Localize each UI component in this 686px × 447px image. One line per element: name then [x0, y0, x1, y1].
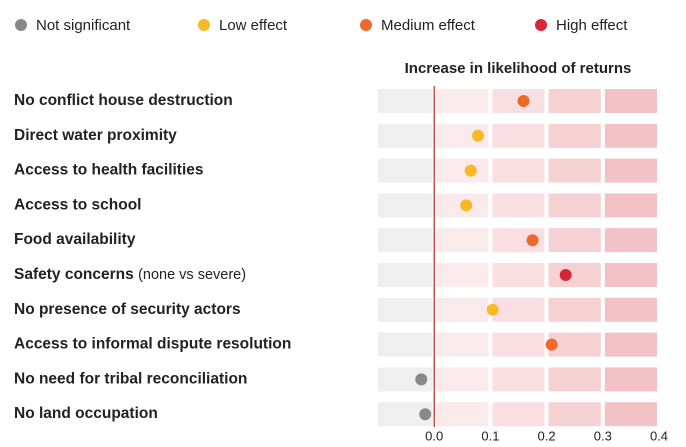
legend-swatch — [535, 19, 547, 31]
category-label: No need for tribal reconciliation — [14, 370, 247, 387]
band-cell — [604, 367, 657, 392]
band-cell — [378, 89, 433, 113]
category-name: Access to school — [14, 196, 142, 213]
band-cell — [378, 158, 433, 183]
legend-label: Medium effect — [381, 17, 476, 34]
dot — [559, 269, 572, 281]
band-cell — [548, 263, 601, 287]
band-cell — [378, 193, 433, 218]
dot — [419, 408, 432, 421]
band-cell — [436, 332, 489, 357]
axis-title: Increase in likelihood of returns — [405, 60, 632, 77]
category-label: Access to health facilities — [14, 162, 204, 179]
category-name: No presence of security actors — [14, 301, 241, 318]
band-cell — [378, 332, 433, 357]
band-cell — [604, 89, 657, 113]
category-label: Direct water proximity — [14, 127, 177, 144]
category-name: No need for tribal reconciliation — [14, 370, 247, 387]
dot — [526, 234, 539, 247]
band-cell — [548, 367, 601, 392]
band-cell — [548, 89, 601, 113]
band-cell — [436, 228, 489, 253]
band-cell — [604, 123, 657, 148]
band-cell — [492, 332, 545, 357]
category-label: Access to informal dispute resolution — [14, 336, 291, 353]
band-cell — [492, 367, 545, 392]
category-label: Access to school — [14, 196, 142, 213]
band-cell — [548, 193, 601, 218]
band-cell — [548, 402, 601, 427]
dot — [460, 199, 473, 212]
category-name: Access to health facilities — [14, 162, 204, 179]
band-cell — [492, 297, 545, 322]
dot — [472, 129, 485, 142]
band-cell — [548, 297, 601, 322]
band-cell — [436, 402, 489, 427]
category-name: Safety concerns — [14, 266, 134, 283]
band-cell — [436, 297, 489, 322]
band-cell — [378, 297, 433, 322]
dot — [545, 338, 558, 351]
band-cell — [604, 402, 657, 427]
band-cell — [548, 123, 601, 148]
dot — [517, 95, 530, 107]
band-cell — [604, 297, 657, 322]
legend-label: Not significant — [36, 17, 131, 34]
band-cell — [378, 263, 433, 287]
band-cell — [492, 158, 545, 183]
category-name: Direct water proximity — [14, 127, 177, 144]
band-cell — [604, 193, 657, 218]
x-tick-label: 0.3 — [594, 428, 612, 443]
band-cell — [378, 228, 433, 253]
category-label: Food availability — [14, 231, 136, 248]
x-tick-label: 0.4 — [650, 428, 668, 443]
category-label: Safety concerns (none vs severe) — [14, 266, 246, 283]
band-cell — [378, 123, 433, 148]
legend-label: Low effect — [219, 17, 288, 34]
legend-swatch — [15, 19, 27, 31]
band-cell — [604, 263, 657, 287]
band-cell — [436, 367, 489, 392]
band-cell — [436, 263, 489, 287]
band-cell — [492, 263, 545, 287]
band-cell — [548, 158, 601, 183]
band-cell — [436, 89, 489, 113]
band-cell — [604, 228, 657, 253]
category-note: (none vs severe) — [138, 267, 246, 283]
legend-swatch — [360, 19, 372, 31]
category-name: No conflict house destruction — [14, 92, 233, 109]
band-cell — [492, 123, 545, 148]
category-label: No land occupation — [14, 405, 158, 422]
band-cell — [436, 158, 489, 183]
category-label: No conflict house destruction — [14, 92, 233, 109]
category-name: No land occupation — [14, 405, 158, 422]
legend-label: High effect — [556, 17, 628, 34]
legend-swatch — [198, 19, 210, 31]
category-label: No presence of security actors — [14, 301, 241, 318]
band-cell — [604, 158, 657, 183]
dot — [486, 303, 499, 316]
dot — [464, 164, 477, 177]
band-cell — [492, 193, 545, 218]
band-cell — [604, 332, 657, 357]
category-name: Food availability — [14, 231, 136, 248]
band-cell — [492, 402, 545, 427]
band-cell — [548, 228, 601, 253]
dot — [415, 373, 428, 386]
x-tick-label: 0.0 — [425, 428, 443, 443]
x-tick-label: 0.1 — [481, 428, 499, 443]
category-name: Access to informal dispute resolution — [14, 336, 291, 353]
x-tick-label: 0.2 — [538, 428, 556, 443]
